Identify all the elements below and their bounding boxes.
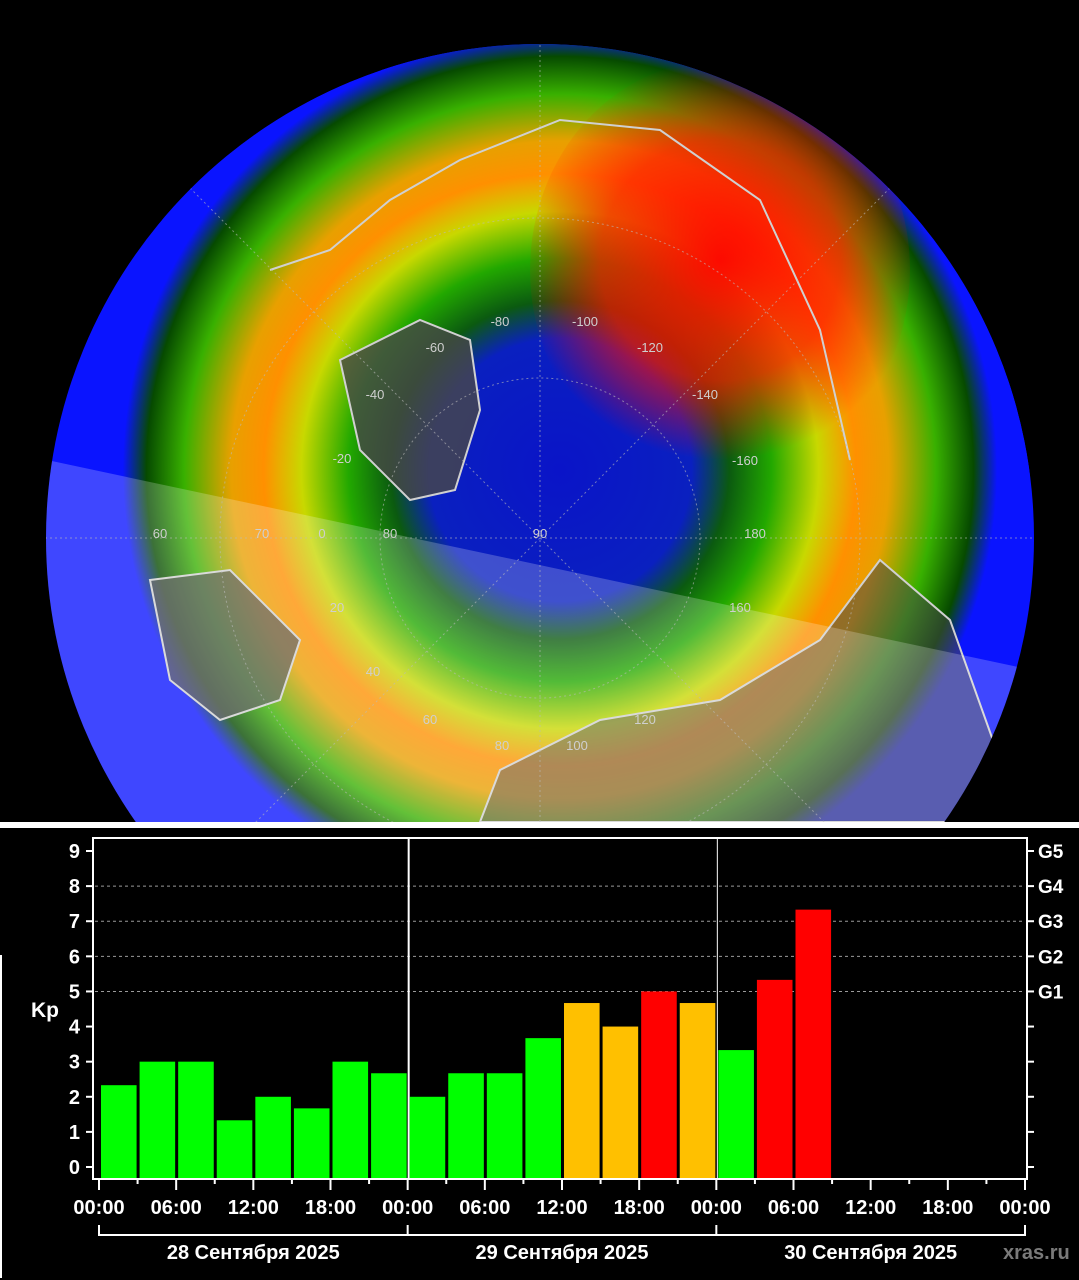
scandinavia-land (148, 568, 302, 722)
x-tick-label: 00:00 (691, 1197, 742, 1219)
watermark: xras.ru (1003, 1242, 1070, 1264)
y-tick-label: 3 (69, 1052, 80, 1074)
kp-bar (525, 1038, 561, 1178)
kp-bar (178, 1061, 214, 1178)
kp-bar (409, 1096, 446, 1178)
x-tick-label: 06:00 (768, 1197, 819, 1219)
meridian-label: 60 (423, 712, 437, 727)
meridian-label: 120 (634, 712, 656, 727)
y-tick-label: 9 (69, 841, 80, 863)
meridian-label: 180 (744, 526, 766, 541)
kp-bar (679, 1003, 716, 1178)
x-tick-label: 18:00 (922, 1197, 973, 1219)
y-tick-label: 1 (69, 1122, 80, 1144)
kp-bar (486, 1073, 523, 1178)
kp-bar (718, 1050, 754, 1178)
kp-bar (139, 1061, 176, 1178)
y-tick-label: 5 (69, 981, 80, 1003)
kp-bar (564, 1003, 600, 1178)
meridian-label: 100 (566, 738, 588, 753)
graticule (46, 44, 1034, 822)
meridian-label: -100 (572, 314, 598, 329)
x-tick-label: 12:00 (228, 1197, 279, 1219)
meridian-label: 40 (366, 664, 380, 679)
storm-level-label: G4 (1038, 877, 1064, 898)
y-tick-label: 7 (69, 911, 80, 933)
storm-level-label: G1 (1038, 982, 1064, 1003)
greenland-land (338, 318, 482, 502)
meridian-label: -60 (426, 340, 445, 355)
meridian-label: -80 (491, 314, 510, 329)
y-tick-label: 4 (69, 1017, 81, 1039)
kp-bar (602, 1026, 639, 1178)
meridian-label: 90 (533, 526, 547, 541)
kp-bar (293, 1108, 330, 1178)
meridian-label: 160 (729, 600, 751, 615)
kp-bar (255, 1096, 291, 1178)
kp-bar (756, 979, 793, 1178)
day-label: 29 Сентября 2025 (476, 1242, 649, 1264)
meridian-label: 60 (153, 526, 167, 541)
x-tick-label: 06:00 (151, 1197, 202, 1219)
kp-bar (332, 1061, 369, 1178)
plot-frame (92, 837, 1028, 1180)
meridian-label: -160 (732, 453, 758, 468)
x-tick-label: 06:00 (459, 1197, 510, 1219)
meridian-label: 80 (383, 526, 397, 541)
kp-bar (448, 1073, 484, 1178)
meridian-label: -120 (637, 340, 663, 355)
x-tick-label: 12:00 (845, 1197, 896, 1219)
meridian-label: 20 (330, 600, 344, 615)
meridian-label: 0 (318, 526, 325, 541)
y-tick-label: 2 (69, 1087, 80, 1109)
meridian-label: 70 (255, 526, 269, 541)
kp-bar (371, 1073, 407, 1178)
meridian-label: -140 (692, 387, 718, 402)
kp-index-chart: 0 1 2 3 4 5 6 7 8 9 G1 G2 G3 G4 G5 00:00 06:00 12:00 18:00… (0, 828, 1079, 1280)
y-tick-label: 0 (69, 1157, 80, 1179)
north-america-coast (269, 118, 851, 461)
kp-bar (101, 1085, 137, 1178)
day-bracket (98, 1225, 1026, 1236)
x-tick-label: 00:00 (999, 1197, 1050, 1219)
x-tick-label: 00:00 (73, 1197, 124, 1219)
meridian-label: 80 (495, 738, 509, 753)
storm-level-label: G5 (1038, 842, 1064, 863)
auroral-peak-region (530, 60, 910, 480)
y-tick-label: 6 (69, 946, 80, 968)
y-axis-label: Kp (31, 999, 59, 1022)
meridian-label: -20 (333, 451, 352, 466)
storm-level-label: G3 (1038, 912, 1063, 933)
x-tick-label: 18:00 (614, 1197, 665, 1219)
separator (0, 822, 1079, 828)
x-tick-label: 18:00 (305, 1197, 356, 1219)
aurora-oval-map: -80 -100 -60 -120 -40 -140 -20 -160 60 70 0 80 90 180… (46, 44, 1034, 822)
storm-level-label: G2 (1038, 947, 1063, 968)
siberia-land (478, 558, 1001, 822)
day-label: 30 Сентября 2025 (784, 1242, 957, 1264)
day-label: 28 Сентября 2025 (167, 1242, 340, 1264)
x-tick-label: 00:00 (382, 1197, 433, 1219)
kp-bar (795, 909, 832, 1178)
x-tick-label: 12:00 (536, 1197, 587, 1219)
y-tick-label: 8 (69, 876, 80, 898)
meridian-label: -40 (366, 387, 385, 402)
kp-bar (641, 991, 677, 1178)
kp-bar (216, 1120, 253, 1178)
